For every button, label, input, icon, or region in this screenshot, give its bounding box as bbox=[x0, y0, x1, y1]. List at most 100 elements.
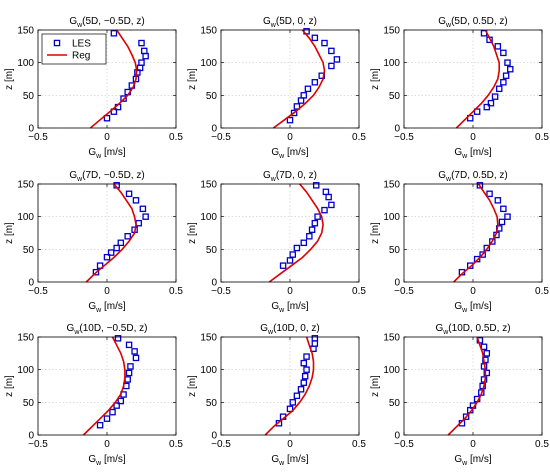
data-point-les bbox=[482, 356, 489, 364]
data-point-les bbox=[286, 116, 294, 124]
data-point-les bbox=[132, 354, 140, 362]
x-axis-label: Gw [m/s] bbox=[454, 454, 492, 467]
panel-title-sub: w bbox=[445, 22, 452, 29]
panel-title: Gw(10D, 0.5D, z) bbox=[435, 323, 510, 336]
data-point-les bbox=[473, 108, 481, 115]
x-axis-label-rest: [m/s] bbox=[467, 454, 492, 465]
data-point-les bbox=[312, 182, 320, 189]
data-point-les bbox=[311, 34, 319, 42]
series-line-reg bbox=[264, 336, 315, 436]
panel-title-rest: (7D, 0.5D, z) bbox=[451, 170, 508, 181]
y-tick-label: 50 bbox=[206, 91, 218, 102]
y-tick-label: 0 bbox=[394, 431, 400, 442]
x-axis-label: Gw [m/s] bbox=[271, 147, 309, 160]
axes-frame bbox=[37, 336, 177, 436]
y-tick-label: 50 bbox=[23, 91, 35, 102]
x-tick-label: 0.5 bbox=[352, 286, 366, 297]
data-point-les bbox=[328, 47, 335, 55]
x-axis-label-main: G bbox=[88, 147, 96, 158]
panel-title-main: G bbox=[260, 323, 268, 334]
x-tick-label: −0.5 bbox=[28, 439, 48, 450]
x-axis-label-main: G bbox=[454, 301, 462, 312]
series-line-reg bbox=[268, 183, 324, 283]
data-point-les bbox=[113, 402, 120, 409]
data-point-les bbox=[134, 69, 141, 76]
x-tick-label: 0 bbox=[470, 286, 476, 297]
data-point-les bbox=[125, 190, 133, 198]
x-axis-label-rest: [m/s] bbox=[467, 147, 492, 158]
panel-title-rest: (5D, 0.5D, z) bbox=[451, 16, 508, 27]
data-point-les bbox=[473, 255, 481, 263]
panel-title-rest: (7D, −0.5D, z) bbox=[82, 170, 145, 181]
x-axis-label-main: G bbox=[88, 454, 96, 465]
x-tick-label: 0.5 bbox=[169, 439, 183, 450]
x-axis-label-rest: [m/s] bbox=[467, 301, 492, 312]
y-tick-label: 100 bbox=[17, 365, 34, 376]
panel-title: Gw(5D, −0.5D, z) bbox=[69, 16, 144, 29]
panel-title-sub: w bbox=[445, 176, 452, 183]
y-tick-label: 100 bbox=[17, 58, 34, 69]
y-tick-label: 100 bbox=[200, 365, 217, 376]
y-tick-label: 150 bbox=[17, 26, 34, 37]
data-point-les bbox=[132, 197, 140, 204]
axes-frame bbox=[403, 29, 543, 129]
data-point-les bbox=[304, 85, 312, 93]
y-tick-label: 150 bbox=[17, 333, 34, 344]
data-point-les bbox=[333, 56, 341, 63]
x-axis-label-sub: w bbox=[95, 307, 102, 314]
data-point-les bbox=[289, 251, 297, 258]
x-tick-label: 0 bbox=[470, 132, 476, 143]
legend-marker-les bbox=[53, 39, 61, 47]
panel-title: Gw(7D, −0.5D, z) bbox=[69, 170, 144, 183]
y-axis-label: z [m] bbox=[4, 68, 15, 90]
series-line-reg bbox=[82, 336, 126, 436]
data-point-les bbox=[124, 233, 131, 240]
x-axis-label-sub: w bbox=[461, 153, 468, 160]
x-axis-label: Gw [m/s] bbox=[88, 454, 126, 467]
data-point-les bbox=[325, 193, 332, 201]
data-point-les bbox=[125, 369, 133, 377]
y-tick-label: 50 bbox=[206, 245, 218, 256]
data-point-les bbox=[314, 213, 321, 220]
x-tick-label: 0.5 bbox=[169, 132, 183, 143]
panel-title: Gw(10D, 0, z) bbox=[260, 323, 320, 336]
data-point-les bbox=[96, 421, 104, 429]
x-axis-label-sub: w bbox=[278, 153, 285, 160]
panel-title: Gw(5D, 0, z) bbox=[263, 16, 317, 29]
x-axis-label-rest: [m/s] bbox=[101, 301, 126, 312]
data-point-les bbox=[500, 49, 507, 57]
data-point-les bbox=[504, 213, 511, 220]
data-point-les bbox=[138, 39, 145, 47]
data-point-les bbox=[127, 363, 134, 370]
data-point-les bbox=[483, 103, 491, 111]
panel-title-main: G bbox=[67, 323, 75, 334]
panel-title-rest: (10D, −0.5D, z) bbox=[79, 323, 147, 334]
x-axis-label-main: G bbox=[271, 301, 279, 312]
y-tick-label: 0 bbox=[394, 124, 400, 135]
data-point-les bbox=[308, 226, 316, 233]
data-point-les bbox=[504, 59, 511, 66]
panel-title: Gw(10D, −0.5D, z) bbox=[67, 323, 148, 336]
data-point-les bbox=[483, 350, 491, 357]
data-point-les bbox=[109, 408, 116, 416]
data-point-les bbox=[289, 399, 297, 406]
x-tick-label: 0 bbox=[470, 439, 476, 450]
y-axis-label: z [m] bbox=[4, 375, 15, 397]
panel-title-rest: (5D, 0, z) bbox=[276, 16, 317, 27]
x-tick-label: 0 bbox=[104, 132, 110, 143]
data-point-les bbox=[103, 415, 111, 422]
x-axis-label-main: G bbox=[271, 454, 279, 465]
axes-frame bbox=[403, 183, 543, 283]
x-tick-label: −0.5 bbox=[211, 286, 231, 297]
y-tick-label: 50 bbox=[389, 91, 401, 102]
x-tick-label: −0.5 bbox=[28, 286, 48, 297]
series-line-reg bbox=[453, 183, 499, 283]
x-tick-label: 0.5 bbox=[352, 439, 366, 450]
y-tick-label: 150 bbox=[200, 26, 217, 37]
data-point-les bbox=[120, 95, 127, 102]
panel-title-sub: w bbox=[270, 176, 277, 183]
data-point-les bbox=[131, 348, 138, 355]
x-tick-label: 0.5 bbox=[169, 286, 183, 297]
y-tick-label: 100 bbox=[383, 212, 400, 223]
